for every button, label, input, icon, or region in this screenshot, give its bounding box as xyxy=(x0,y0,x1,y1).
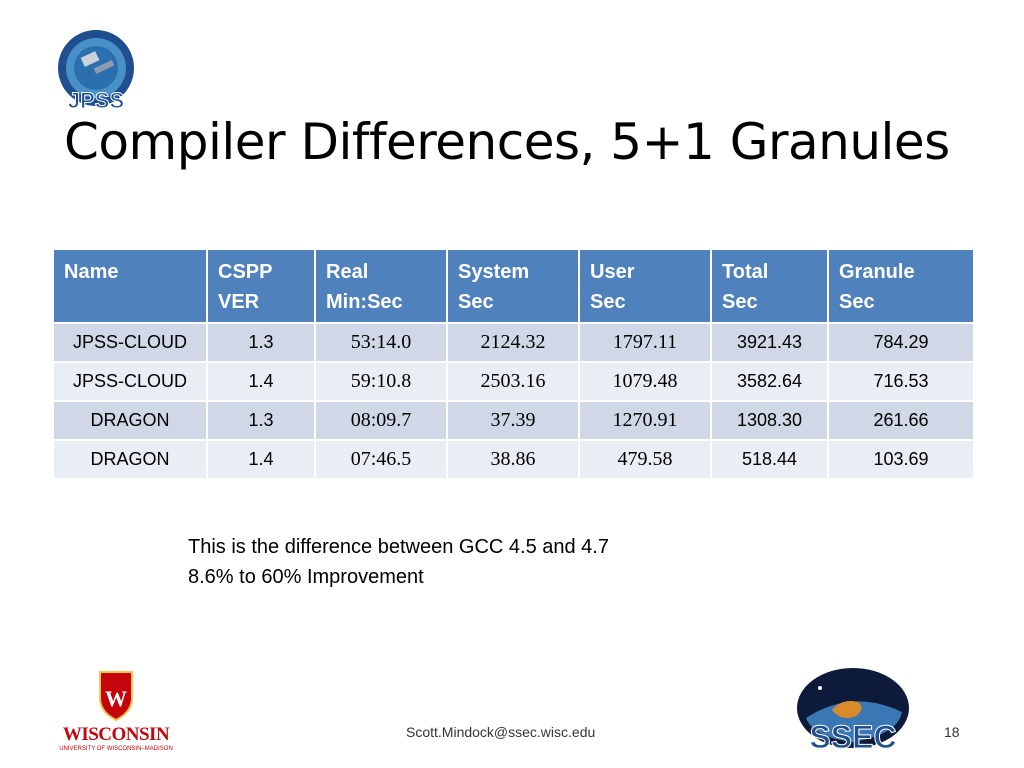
table-cell: 716.53 xyxy=(827,361,975,402)
table-cell: 1.3 xyxy=(206,400,316,441)
table-cell: 1270.91 xyxy=(578,400,712,441)
table-cell: JPSS-CLOUD xyxy=(52,322,208,363)
table-cell: 784.29 xyxy=(827,322,975,363)
note-line: 8.6% to 60% Improvement xyxy=(188,566,424,588)
slide-title: Compiler Differences, 5+1 Granules xyxy=(64,113,950,171)
column-header: Granule Sec xyxy=(827,248,975,324)
table-cell: 479.58 xyxy=(578,439,712,480)
table-cell: 261.66 xyxy=(827,400,975,441)
table-cell: 59:10.8 xyxy=(314,361,448,402)
column-header: CSPP VER xyxy=(206,248,316,324)
note-line: This is the difference between GCC 4.5 a… xyxy=(188,536,609,558)
svg-text:SSEC: SSEC xyxy=(809,719,896,754)
table-cell: 1.3 xyxy=(206,322,316,363)
uw-madison-logo: W WISCONSIN UNIVERSITY OF WISCONSIN–MADI… xyxy=(59,671,173,752)
table-cell: DRAGON xyxy=(52,439,208,480)
table-cell: 08:09.7 xyxy=(314,400,448,441)
table-cell: 103.69 xyxy=(827,439,975,480)
table-cell: 1797.11 xyxy=(578,322,712,363)
table-cell: 07:46.5 xyxy=(314,439,448,480)
table-cell: DRAGON xyxy=(52,400,208,441)
table-cell: 53:14.0 xyxy=(314,322,448,363)
footer-email: Scott.Mindock@ssec.wisc.edu xyxy=(406,724,596,740)
compiler-table: Name CSPP VER Real Min:Sec System Sec User S… xyxy=(52,248,975,480)
table-row: DRAGON 1.3 08:09.7 37.39 1270.91 1308.30… xyxy=(52,400,975,441)
table-cell: 38.86 xyxy=(446,439,580,480)
table-cell: 3582.64 xyxy=(710,361,829,402)
svg-text:JPSS: JPSS xyxy=(68,88,124,113)
table-cell: 1079.48 xyxy=(578,361,712,402)
table-cell: 1308.30 xyxy=(710,400,829,441)
table-cell: 3921.43 xyxy=(710,322,829,363)
table-cell: 37.39 xyxy=(446,400,580,441)
table-cell: 1.4 xyxy=(206,361,316,402)
column-header: Name xyxy=(52,248,208,324)
column-header: Total Sec xyxy=(710,248,829,324)
column-header: Real Min:Sec xyxy=(314,248,448,324)
svg-text:WISCONSIN: WISCONSIN xyxy=(63,724,170,745)
table-row: DRAGON 1.4 07:46.5 38.86 479.58 518.44 1… xyxy=(52,439,975,480)
svg-text:W: W xyxy=(105,686,127,711)
table-cell: 1.4 xyxy=(206,439,316,480)
column-header: System Sec xyxy=(446,248,580,324)
table-cell: JPSS-CLOUD xyxy=(52,361,208,402)
table-cell: 2124.32 xyxy=(446,322,580,363)
note-text: This is the difference between GCC 4.5 a… xyxy=(188,532,609,592)
slide-number: 18 xyxy=(944,724,960,740)
table-row: JPSS-CLOUD 1.4 59:10.8 2503.16 1079.48 3… xyxy=(52,361,975,402)
table-header-row: Name CSPP VER Real Min:Sec System Sec User S… xyxy=(52,248,975,324)
svg-text:UNIVERSITY OF WISCONSIN–MADISO: UNIVERSITY OF WISCONSIN–MADISON xyxy=(59,746,173,752)
column-header: User Sec xyxy=(578,248,712,324)
table-cell: 2503.16 xyxy=(446,361,580,402)
table-row: JPSS-CLOUD 1.3 53:14.0 2124.32 1797.11 3… xyxy=(52,322,975,363)
table-cell: 518.44 xyxy=(710,439,829,480)
jpss-logo: JPSS xyxy=(58,30,134,114)
ssec-logo: SSEC xyxy=(797,668,909,754)
